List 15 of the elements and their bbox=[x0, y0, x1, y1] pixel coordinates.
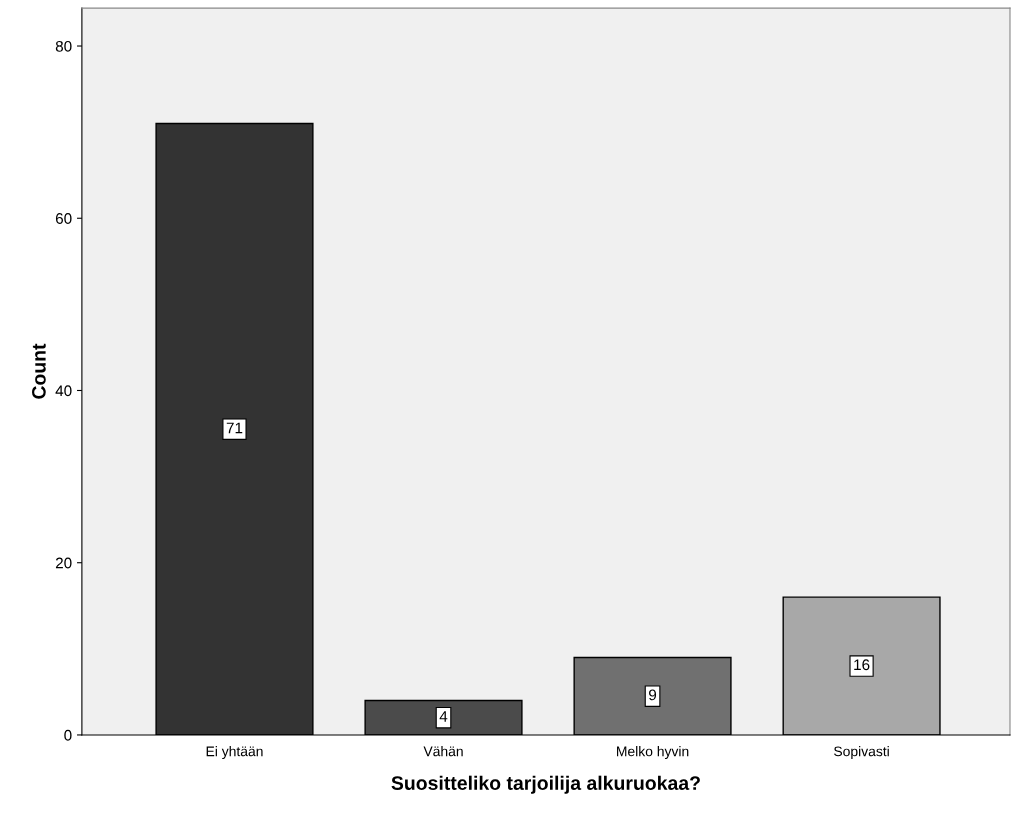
y-tick-label: 0 bbox=[64, 729, 72, 741]
x-tick-label: Sopivasti bbox=[834, 746, 889, 760]
data-label: 9 bbox=[649, 689, 657, 701]
data-label: 71 bbox=[226, 422, 243, 434]
data-label: 4 bbox=[439, 711, 448, 722]
y-tick-label: 80 bbox=[55, 40, 72, 52]
x-axis-title: Suositteliko tarjoilija alkuruokaa? bbox=[391, 775, 700, 794]
x-tick-label: Ei yhtään bbox=[206, 746, 263, 760]
x-tick-label: Melko hyvin bbox=[617, 746, 689, 760]
y-axis-title: Count bbox=[32, 343, 46, 399]
y-tick-label: 40 bbox=[55, 385, 72, 397]
y-tick-label: 60 bbox=[55, 213, 72, 224]
y-tick-label: 20 bbox=[55, 557, 72, 569]
data-label: 16 bbox=[854, 659, 870, 671]
x-tick-label: Vähän bbox=[423, 746, 463, 757]
